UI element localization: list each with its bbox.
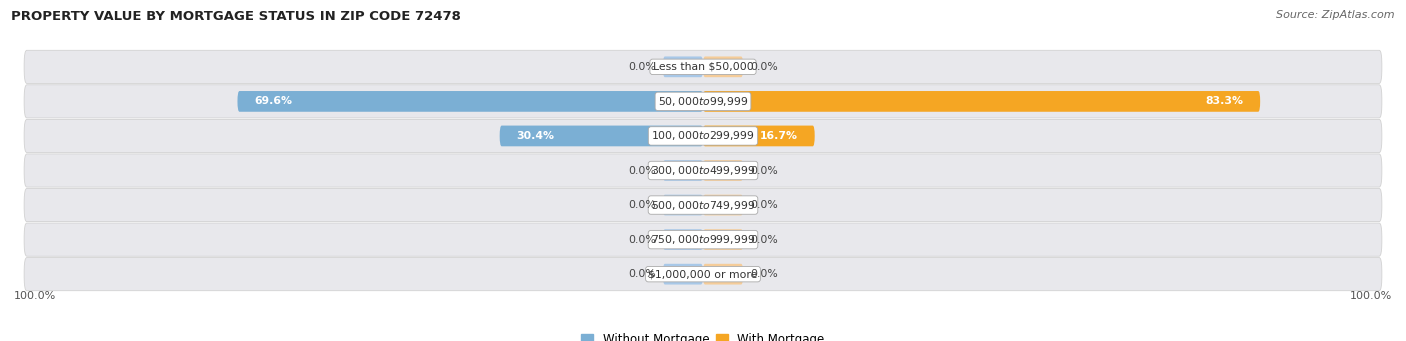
FancyBboxPatch shape [662, 229, 703, 250]
FancyBboxPatch shape [24, 50, 1382, 84]
Text: $50,000 to $99,999: $50,000 to $99,999 [658, 95, 748, 108]
Text: 0.0%: 0.0% [749, 62, 778, 72]
FancyBboxPatch shape [24, 154, 1382, 187]
FancyBboxPatch shape [662, 195, 703, 216]
Text: 100.0%: 100.0% [14, 291, 56, 300]
Text: 16.7%: 16.7% [761, 131, 799, 141]
Text: 0.0%: 0.0% [749, 235, 778, 244]
Text: $300,000 to $499,999: $300,000 to $499,999 [651, 164, 755, 177]
FancyBboxPatch shape [703, 229, 744, 250]
FancyBboxPatch shape [238, 91, 703, 112]
Text: $750,000 to $999,999: $750,000 to $999,999 [651, 233, 755, 246]
Text: 0.0%: 0.0% [628, 165, 657, 176]
Text: Less than $50,000: Less than $50,000 [652, 62, 754, 72]
Text: 30.4%: 30.4% [516, 131, 554, 141]
Text: $500,000 to $749,999: $500,000 to $749,999 [651, 198, 755, 211]
Text: 0.0%: 0.0% [749, 165, 778, 176]
Text: 69.6%: 69.6% [254, 97, 292, 106]
Text: 0.0%: 0.0% [628, 62, 657, 72]
Text: 0.0%: 0.0% [628, 269, 657, 279]
FancyBboxPatch shape [662, 160, 703, 181]
FancyBboxPatch shape [24, 223, 1382, 256]
Text: 0.0%: 0.0% [628, 235, 657, 244]
FancyBboxPatch shape [499, 125, 703, 146]
Text: PROPERTY VALUE BY MORTGAGE STATUS IN ZIP CODE 72478: PROPERTY VALUE BY MORTGAGE STATUS IN ZIP… [11, 10, 461, 23]
FancyBboxPatch shape [703, 195, 744, 216]
FancyBboxPatch shape [24, 189, 1382, 222]
Text: Source: ZipAtlas.com: Source: ZipAtlas.com [1277, 10, 1395, 20]
FancyBboxPatch shape [24, 257, 1382, 291]
Text: $1,000,000 or more: $1,000,000 or more [648, 269, 758, 279]
FancyBboxPatch shape [24, 119, 1382, 152]
Text: 0.0%: 0.0% [628, 200, 657, 210]
Text: 100.0%: 100.0% [1350, 291, 1392, 300]
FancyBboxPatch shape [703, 160, 744, 181]
Legend: Without Mortgage, With Mortgage: Without Mortgage, With Mortgage [576, 329, 830, 341]
Text: $100,000 to $299,999: $100,000 to $299,999 [651, 130, 755, 143]
FancyBboxPatch shape [703, 125, 814, 146]
Text: 83.3%: 83.3% [1205, 97, 1243, 106]
Text: 0.0%: 0.0% [749, 200, 778, 210]
FancyBboxPatch shape [703, 264, 744, 284]
FancyBboxPatch shape [703, 91, 1260, 112]
FancyBboxPatch shape [662, 57, 703, 77]
FancyBboxPatch shape [24, 85, 1382, 118]
FancyBboxPatch shape [703, 57, 744, 77]
FancyBboxPatch shape [662, 264, 703, 284]
Text: 0.0%: 0.0% [749, 269, 778, 279]
